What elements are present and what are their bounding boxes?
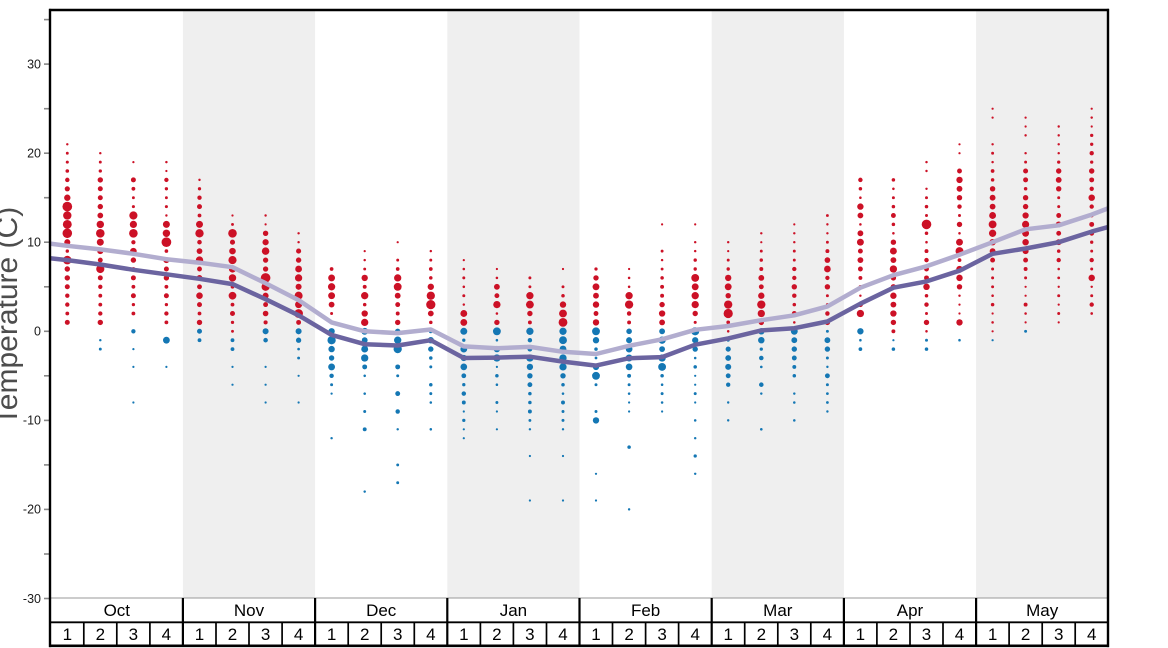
svg-text:Oct: Oct [104,601,131,620]
svg-text:3: 3 [129,625,138,644]
svg-text:20: 20 [27,147,41,161]
svg-text:2: 2 [492,625,501,644]
svg-text:1: 1 [195,625,204,644]
svg-text:4: 4 [1087,625,1096,644]
svg-text:Apr: Apr [897,601,924,620]
svg-text:Dec: Dec [366,601,397,620]
svg-text:1: 1 [856,625,865,644]
svg-text:4: 4 [690,625,699,644]
svg-text:0: 0 [34,325,41,339]
svg-text:2: 2 [360,625,369,644]
svg-text:4: 4 [162,625,171,644]
svg-text:3: 3 [922,625,931,644]
svg-text:3: 3 [393,625,402,644]
svg-text:May: May [1026,601,1059,620]
svg-text:1: 1 [988,625,997,644]
svg-text:4: 4 [823,625,832,644]
svg-text:1: 1 [723,625,732,644]
svg-text:2: 2 [757,625,766,644]
svg-text:4: 4 [558,625,567,644]
svg-text:Mar: Mar [763,601,793,620]
svg-text:Nov: Nov [234,601,265,620]
svg-text:-30: -30 [23,592,41,606]
svg-text:2: 2 [624,625,633,644]
svg-text:Temperature (C): Temperature (C) [0,207,24,425]
svg-text:3: 3 [657,625,666,644]
svg-text:2: 2 [96,625,105,644]
svg-text:3: 3 [790,625,799,644]
svg-text:1: 1 [459,625,468,644]
svg-text:3: 3 [525,625,534,644]
svg-text:1: 1 [591,625,600,644]
svg-text:4: 4 [955,625,964,644]
svg-text:2: 2 [889,625,898,644]
svg-text:Feb: Feb [631,601,660,620]
svg-text:4: 4 [294,625,303,644]
svg-text:1: 1 [327,625,336,644]
svg-text:1: 1 [63,625,72,644]
svg-text:-20: -20 [23,503,41,517]
svg-text:2: 2 [228,625,237,644]
svg-text:2: 2 [1021,625,1030,644]
svg-text:Jan: Jan [500,601,527,620]
svg-text:4: 4 [426,625,435,644]
svg-text:3: 3 [1054,625,1063,644]
svg-text:3: 3 [261,625,270,644]
svg-text:-10: -10 [23,414,41,428]
svg-text:10: 10 [27,236,41,250]
svg-text:30: 30 [27,57,41,71]
